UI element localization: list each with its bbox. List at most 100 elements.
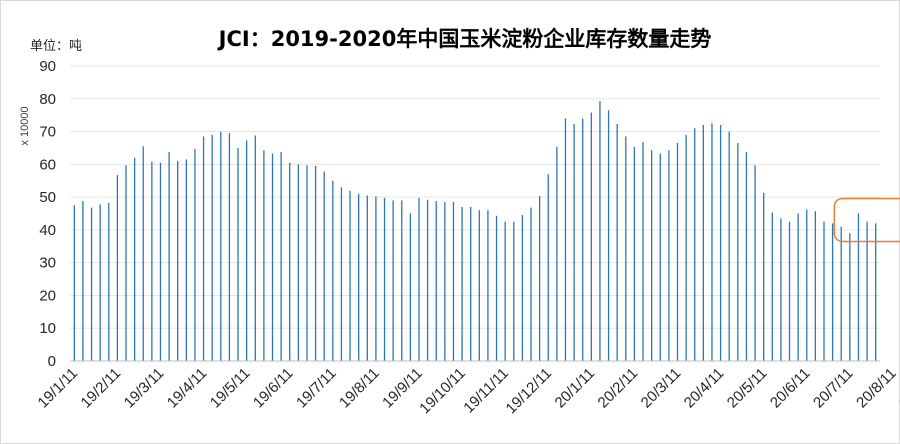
bar: [840, 226, 842, 361]
bar: [711, 123, 713, 361]
x-tick-label: 20/9/11: [896, 365, 900, 412]
bar: [806, 209, 808, 361]
y-tick-label: 60: [39, 156, 56, 173]
y-tick-label: 80: [39, 91, 56, 108]
bar: [366, 195, 368, 361]
bar: [495, 215, 498, 361]
bar: [470, 206, 472, 361]
bar: [659, 153, 661, 361]
bar: [564, 118, 567, 361]
bar: [831, 223, 834, 361]
bar: [719, 125, 722, 361]
x-tick-label: 19/1/11: [35, 365, 82, 412]
bar: [728, 131, 730, 361]
bar: [99, 204, 101, 361]
x-tick-label: 19/8/11: [336, 365, 383, 412]
y-tick-label: 40: [39, 222, 56, 239]
bar: [125, 165, 127, 361]
x-tick-label: 20/3/11: [638, 365, 685, 412]
bar: [108, 203, 110, 361]
bar: [323, 171, 325, 361]
bar: [254, 135, 256, 361]
x-tick-label: 19/4/11: [164, 365, 211, 412]
bar: [702, 125, 705, 361]
bar: [676, 143, 679, 361]
bar: [625, 136, 627, 361]
bar: [306, 165, 308, 361]
y-axis-ticks: 0 10 20 30 40 50 60 70 80 90: [39, 58, 56, 370]
bar: [435, 201, 437, 361]
x-tick-label: 19/10/11: [416, 365, 469, 418]
bar: [650, 150, 653, 361]
bar: [211, 134, 213, 361]
bar: [521, 215, 524, 361]
bar: [133, 157, 136, 361]
chart-title: JCI：2019-2020年中国玉米淀粉企业库存数量走势: [217, 27, 712, 51]
bar: [280, 151, 282, 361]
bar: [237, 147, 239, 361]
bar: [392, 200, 394, 361]
bar: [452, 202, 455, 361]
bar: [737, 143, 739, 361]
highlight-box: [833, 197, 900, 243]
bars: [73, 101, 877, 362]
bar: [185, 159, 187, 361]
bar: [582, 118, 584, 361]
bar: [340, 187, 343, 361]
bar: [504, 221, 506, 361]
bar: [866, 221, 868, 361]
bar: [116, 175, 119, 361]
multiplier-label: x 10000: [19, 106, 31, 145]
bar: [668, 150, 670, 361]
x-tick-label: 19/6/11: [250, 365, 297, 412]
bar: [694, 128, 696, 361]
bar: [849, 233, 851, 361]
bar: [194, 148, 196, 361]
bar: [297, 164, 300, 361]
x-tick-label: 20/6/11: [767, 365, 814, 412]
bar: [556, 146, 558, 361]
y-tick-label: 30: [39, 255, 56, 272]
bar: [409, 213, 412, 361]
bar: [461, 206, 463, 361]
x-tick-label: 19/3/11: [121, 365, 168, 412]
y-tick-label: 10: [39, 320, 56, 337]
bar: [401, 200, 403, 361]
bar: [73, 205, 75, 361]
x-tick-label: 20/7/11: [810, 365, 857, 412]
bar: [685, 134, 687, 361]
y-tick-label: 70: [39, 124, 56, 141]
bar: [487, 210, 489, 361]
x-tick-label: 20/8/11: [853, 365, 900, 412]
bar: [426, 199, 429, 361]
bar: [358, 193, 360, 361]
bar: [530, 207, 532, 361]
bar: [228, 133, 231, 361]
bar: [289, 162, 291, 361]
bar: [177, 161, 179, 361]
bar: [780, 218, 782, 361]
x-axis-ticks: 19/1/1119/2/1119/3/1119/4/1119/5/1119/6/…: [35, 365, 900, 418]
x-tick-label: 19/12/11: [503, 365, 556, 418]
bar: [220, 131, 222, 361]
bar: [633, 146, 636, 361]
gridlines: [70, 65, 880, 329]
bar: [599, 101, 601, 362]
bar: [90, 207, 93, 361]
bar: [418, 197, 420, 361]
bar: [771, 212, 773, 361]
bar: [745, 151, 748, 361]
bar: [444, 202, 446, 361]
bar: [478, 210, 480, 361]
bar: [590, 112, 592, 362]
bar: [814, 211, 817, 361]
bar: [159, 162, 162, 361]
x-tick-label: 19/7/11: [293, 365, 340, 412]
bar: [642, 142, 644, 361]
x-tick-label: 20/4/11: [681, 365, 728, 412]
x-tick-label: 20/2/11: [595, 365, 642, 412]
bar: [271, 153, 274, 361]
bar: [349, 190, 351, 361]
bar: [383, 197, 386, 361]
